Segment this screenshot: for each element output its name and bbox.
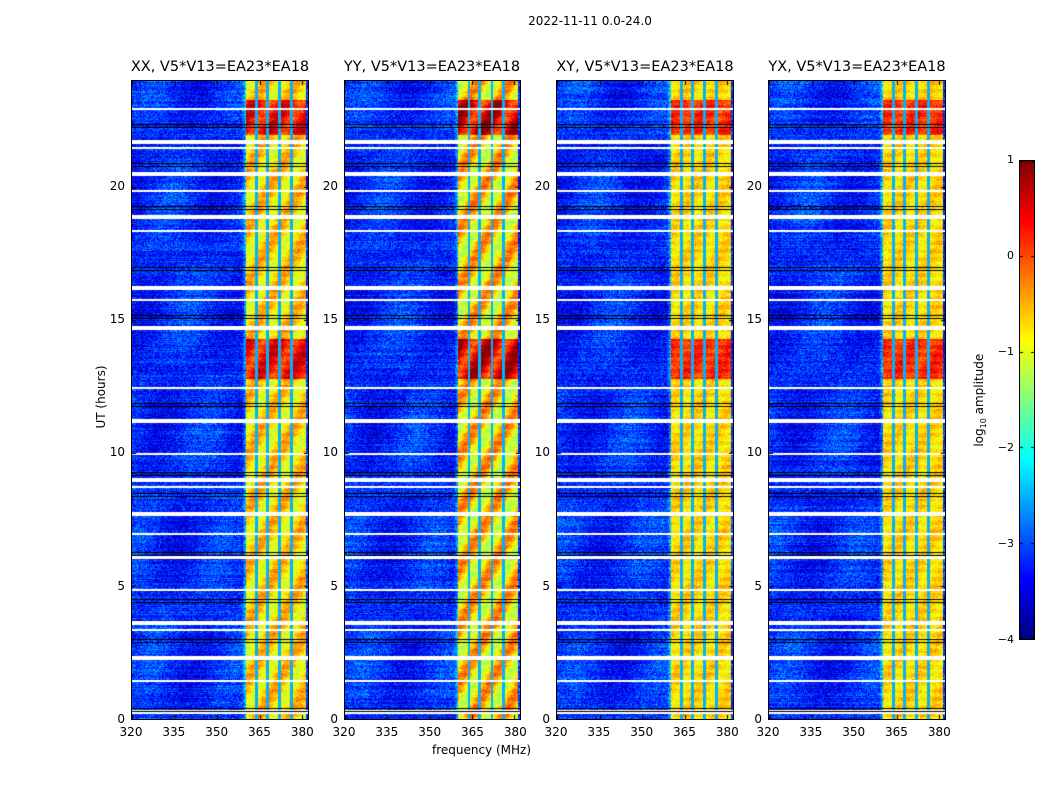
y-tick-label-yy: 10: [322, 445, 338, 460]
x-tick-label-xy: 365: [673, 725, 696, 739]
x-axis-label: frequency (MHz): [432, 743, 532, 757]
y-tick-label-xy: 0: [542, 712, 550, 726]
x-tick-label-yx: 335: [799, 725, 823, 739]
x-tick-label-yx: 320: [756, 725, 780, 739]
y-axis-label: UT (hours): [94, 365, 108, 429]
y-tick-label-xx: 5: [117, 578, 125, 593]
x-tick-label-yy: 335: [375, 725, 399, 739]
waterfall-image-xx: [132, 81, 308, 719]
colorbar-tick-0: 0: [1007, 249, 1014, 262]
y-tick-label-xy: 15: [534, 312, 550, 326]
colorbar-gradient: [1020, 161, 1034, 639]
y-tick-label-yy: 5: [330, 578, 338, 593]
colorbar: [1019, 160, 1035, 640]
y-tick-label-yx: 5: [754, 578, 762, 593]
colorbar-tick-1: 1: [1007, 153, 1014, 166]
x-tick-label-xy: 350: [630, 725, 654, 739]
y-tick-label-xy: 20: [534, 178, 550, 193]
x-tick-label-yx: 365: [885, 725, 908, 739]
waterfall-image-xy: [557, 81, 733, 719]
panel-title-yx: YX, V5*V13=EA23*EA18: [768, 59, 946, 75]
waterfall-image-yy: [345, 81, 520, 719]
x-tick-label-xy: 380: [715, 725, 739, 739]
y-tick-label-yx: 15: [746, 312, 762, 326]
x-tick-label-xx: 365: [248, 725, 271, 739]
colorbar-tick-minus2: −2: [997, 441, 1014, 454]
y-tick-label-xx: 10: [109, 445, 125, 460]
y-tick-label-xx: 0: [117, 712, 125, 726]
y-tick-label-yx: 10: [746, 445, 762, 460]
colorbar-tick-minus3: −3: [997, 537, 1014, 550]
y-tick-label-yx: 0: [754, 712, 762, 726]
waterfall-panel-xy: [556, 80, 734, 720]
x-tick-label-xx: 350: [205, 725, 229, 739]
figure-suptitle: 2022-11-11 0.0-24.0: [528, 14, 652, 28]
x-tick-label-yx: 350: [842, 725, 866, 739]
x-tick-label-yy: 380: [503, 725, 527, 739]
y-tick-label-xy: 10: [534, 445, 550, 460]
waterfall-panel-xx: [131, 80, 309, 720]
waterfall-panel-yy: [344, 80, 521, 720]
colorbar-tick-minus4: −4: [997, 633, 1014, 646]
waterfall-panel-yx: [768, 80, 946, 720]
x-tick-label-yy: 320: [332, 725, 356, 739]
panel-title-xx: XX, V5*V13=EA23*EA18: [130, 59, 310, 75]
panel-title-yy: YY, V5*V13=EA23*EA18: [343, 59, 521, 75]
x-tick-label-yy: 365: [461, 725, 484, 739]
x-tick-label-xy: 335: [587, 725, 611, 739]
x-tick-label-yx: 380: [927, 725, 951, 739]
x-tick-label-xy: 320: [544, 725, 568, 739]
y-tick-label-yy: 20: [322, 178, 338, 193]
waterfall-image-yx: [769, 81, 945, 719]
x-tick-label-xx: 320: [119, 725, 143, 739]
y-tick-label-xx: 15: [109, 312, 125, 326]
y-tick-label-xy: 5: [542, 578, 550, 593]
y-tick-label-yy: 0: [330, 712, 338, 726]
x-tick-label-yy: 350: [418, 725, 442, 739]
y-tick-label-yy: 15: [322, 312, 338, 326]
x-tick-label-xx: 380: [290, 725, 314, 739]
x-tick-label-xx: 335: [162, 725, 186, 739]
y-tick-label-yx: 20: [746, 178, 762, 193]
panel-title-xy: XY, V5*V13=EA23*EA18: [556, 59, 734, 75]
colorbar-label: log10 amplitude: [971, 353, 989, 447]
y-tick-label-xx: 20: [109, 178, 125, 193]
colorbar-tick-minus1: −1: [997, 345, 1014, 358]
